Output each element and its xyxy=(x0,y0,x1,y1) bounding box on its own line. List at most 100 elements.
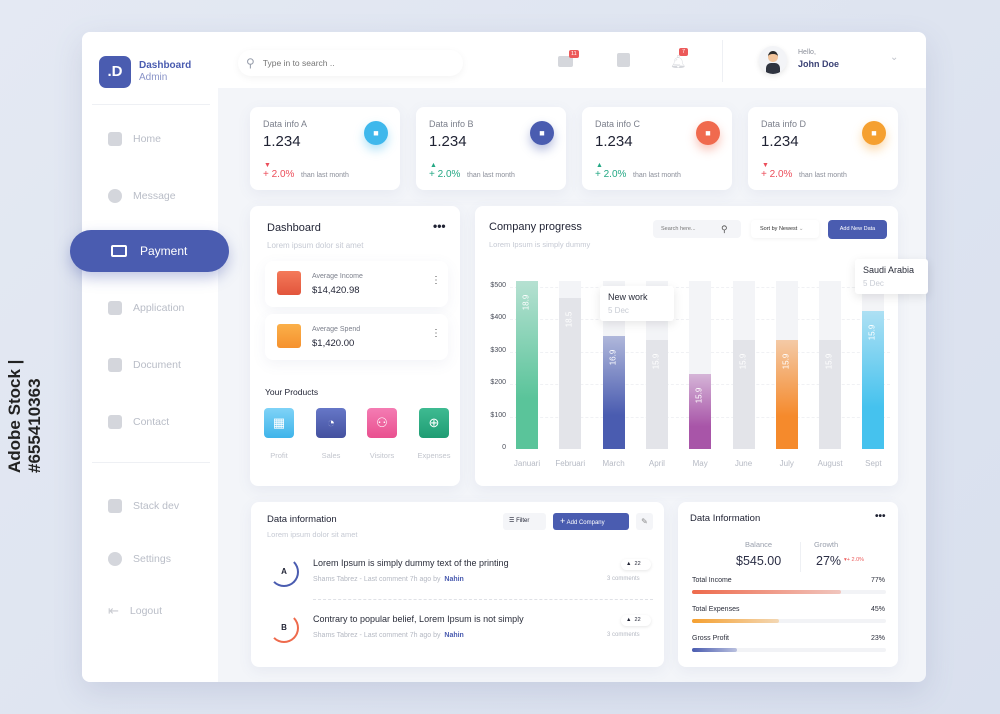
balance-label: Balance xyxy=(745,540,773,549)
bar[interactable] xyxy=(775,340,798,449)
watermark: Adobe Stock | #655410363 xyxy=(5,359,44,473)
stat-card[interactable]: Data info D 1.234 ▼ + 2.0% than last mon… xyxy=(748,107,898,190)
sidebar-item-logout[interactable]: ⇤ Logout xyxy=(108,603,162,619)
product-expenses[interactable]: ⊕ xyxy=(419,408,449,438)
income-label: Average Income xyxy=(312,273,363,280)
tooltip-saudi-arabia: Saudi Arabia 5 Dec xyxy=(855,259,928,294)
more-icon[interactable]: ••• xyxy=(433,219,446,233)
avatar[interactable] xyxy=(759,46,787,74)
income-item[interactable]: Average Income $14,420.98 ⋮ xyxy=(265,261,448,307)
sort-dropdown[interactable]: Sort by Newest ⌄ xyxy=(751,220,819,238)
label: Application xyxy=(133,302,185,314)
upvote-icon: ▲ xyxy=(626,617,632,623)
item-author[interactable]: Nahin xyxy=(444,576,464,583)
stat-compare: than last month xyxy=(799,172,847,179)
kebab-icon[interactable]: ⋮ xyxy=(431,275,441,286)
bar[interactable] xyxy=(645,340,668,449)
growth-change-value: + 2.0% xyxy=(846,557,865,563)
tooltip-title: Saudi Arabia xyxy=(863,265,915,275)
card-title: Dashboard xyxy=(267,222,321,234)
progress-label: Gross Profit xyxy=(692,635,729,642)
item-title[interactable]: Lorem Ipsum is simply dummy text of the … xyxy=(313,558,509,568)
spend-label: Average Spend xyxy=(312,326,361,333)
card-title: Company progress xyxy=(489,221,582,233)
kebab-icon[interactable]: ⋮ xyxy=(431,328,441,339)
contacts-icon[interactable] xyxy=(617,53,630,67)
item-meta-text: Shams Tabrez - Last comment 7h ago by xyxy=(313,576,441,583)
bar[interactable] xyxy=(862,311,885,449)
search-icon: ⚲ xyxy=(246,56,255,70)
label: Home xyxy=(133,133,162,145)
image-icon xyxy=(277,271,301,295)
bar[interactable] xyxy=(732,340,755,449)
divider xyxy=(800,542,801,572)
income-value: $14,420.98 xyxy=(312,285,360,296)
sidebar-item-home[interactable]: Home xyxy=(108,132,161,146)
list-item[interactable]: B Contrary to popular belief, Lorem Ipsu… xyxy=(251,607,664,657)
growth-change: ▾+ 2.0% xyxy=(844,557,864,563)
bar[interactable] xyxy=(689,374,712,449)
filter-button[interactable]: ☰ Filter xyxy=(503,513,546,530)
document-icon xyxy=(108,358,122,372)
sidebar-item-stack-dev[interactable]: Stack dev xyxy=(108,499,179,513)
vote-button[interactable]: ▲ 22 xyxy=(621,615,651,626)
search-input[interactable] xyxy=(262,58,443,68)
chart-search[interactable]: ⚲ xyxy=(653,220,741,238)
divider xyxy=(722,40,723,82)
product-sales[interactable]: ◔ xyxy=(316,408,346,438)
item-meta: Shams Tabrez - Last comment 7h ago by Na… xyxy=(313,576,464,583)
stat-label: Data info D xyxy=(761,119,807,129)
bar[interactable] xyxy=(516,280,538,449)
document-icon xyxy=(277,324,301,348)
y-tick-label: $100 xyxy=(490,411,506,419)
label: Contact xyxy=(133,416,170,428)
list-item[interactable]: A Lorem Ipsum is simply dummy text of th… xyxy=(251,551,664,601)
add-company-button[interactable]: + Add Company xyxy=(553,513,629,530)
more-icon[interactable]: ••• xyxy=(875,511,886,522)
item-meta: Shams Tabrez - Last comment 7h ago by Na… xyxy=(313,632,464,639)
sidebar-item-application[interactable]: Application xyxy=(108,301,184,315)
stat-value: 1.234 xyxy=(429,133,467,150)
product-profit[interactable]: ▦ xyxy=(264,408,294,438)
bell-icon[interactable]: 🔔︎ xyxy=(670,54,687,69)
x-tick-label: June xyxy=(734,459,753,468)
product-visitors[interactable]: ⚇ xyxy=(367,408,397,438)
bar[interactable] xyxy=(559,298,582,449)
stat-card[interactable]: Data info A 1.234 ▼ + 2.0% than last mon… xyxy=(250,107,400,190)
bar[interactable] xyxy=(602,335,625,449)
item-title[interactable]: Contrary to popular belief, Lorem Ipsum … xyxy=(313,614,524,624)
spend-item[interactable]: Average Spend $1,420.00 ⋮ xyxy=(265,314,448,360)
sidebar-item-payment[interactable]: Payment xyxy=(70,230,229,272)
bar[interactable] xyxy=(819,340,842,449)
vote-button[interactable]: ▲ 22 xyxy=(621,559,651,570)
sidebar-item-settings[interactable]: Settings xyxy=(108,552,171,566)
search-box[interactable]: ⚲ xyxy=(238,50,463,76)
growth-value: 27% xyxy=(816,554,842,568)
stat-icon: ■ xyxy=(530,121,554,145)
x-tick-label: May xyxy=(692,459,708,468)
item-author[interactable]: Nahin xyxy=(444,632,464,639)
sidebar-item-message[interactable]: Message xyxy=(108,189,176,203)
label: Settings xyxy=(133,553,171,565)
user-name: John Doe xyxy=(798,59,840,69)
progress-label: Total Income xyxy=(692,577,732,584)
label: Document xyxy=(133,359,181,371)
mail-icon[interactable] xyxy=(558,56,573,67)
sidebar-item-document[interactable]: Document xyxy=(108,358,181,372)
stat-card[interactable]: Data info B 1.234 ▲ + 2.0% than last mon… xyxy=(416,107,566,190)
stat-icon: ■ xyxy=(364,121,388,145)
stat-value: 1.234 xyxy=(761,133,799,150)
chevron-down-icon[interactable]: ⌄ xyxy=(890,52,899,63)
data-information-card: Data information Lorem ipsum dolor sit a… xyxy=(251,502,664,667)
stat-change: + 2.0% xyxy=(263,169,295,180)
sidebar-item-contact[interactable]: Contact xyxy=(108,415,169,429)
edit-icon[interactable]: ✎ xyxy=(636,513,653,530)
chart-search-input[interactable] xyxy=(661,226,721,232)
greeting: Hello, xyxy=(798,49,816,56)
logo[interactable]: .D xyxy=(99,56,131,88)
stat-card[interactable]: Data info C 1.234 ▲ + 2.0% than last mon… xyxy=(582,107,732,190)
brand-subtitle: Admin xyxy=(139,72,168,83)
add-new-data-button[interactable]: Add New Data xyxy=(828,220,887,239)
down-arrow-icon: ▼ xyxy=(264,162,271,169)
card-subtitle: Lorem ipsum dolor sit amet xyxy=(267,530,358,539)
